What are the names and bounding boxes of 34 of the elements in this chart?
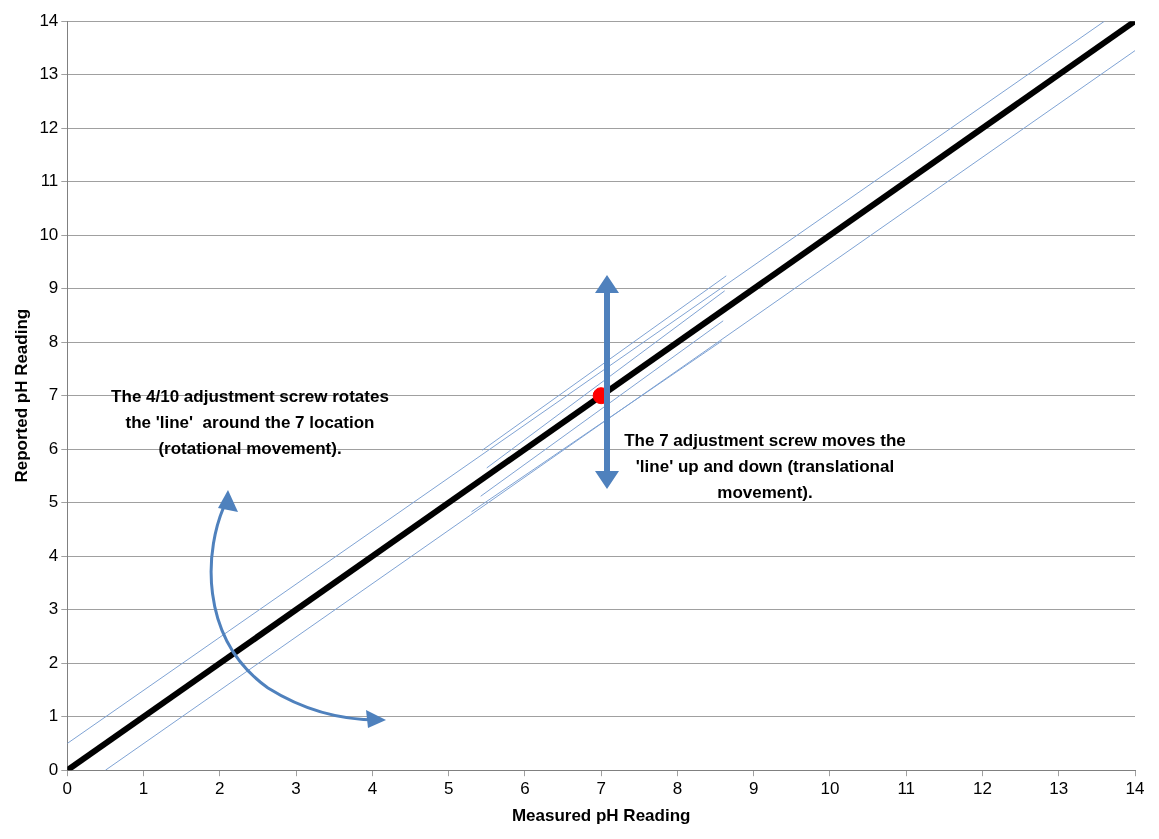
x-tick-label: 3: [291, 779, 301, 799]
x-tick-label: 2: [215, 779, 225, 799]
y-tick-label: 10: [39, 224, 59, 244]
annotation: The 4/10 adjustment screw rotates the 'line' around the 7 location (rotational movement).: [110, 386, 390, 460]
x-tick-label: 12: [973, 779, 992, 799]
x-tick-label: 10: [820, 779, 840, 799]
x-tick-label: 11: [897, 779, 916, 799]
y-tick-label: 4: [48, 545, 59, 565]
y-tick-label: 12: [39, 117, 59, 137]
y-tick-label: 9: [48, 278, 59, 298]
y-tick-label: 3: [48, 599, 59, 619]
x-tick-label: 6: [520, 779, 530, 799]
x-tick-label: 9: [748, 779, 759, 799]
y-tick-label: 13: [39, 64, 59, 84]
y-tick-label: 14: [39, 10, 59, 30]
y-tick-label: 8: [48, 331, 59, 351]
y-tick-label: 5: [48, 492, 59, 512]
y-axis-title: Reported pH Reading: [11, 308, 31, 483]
y-tick-label: 2: [48, 652, 59, 672]
y-tick-label: 1: [48, 706, 59, 726]
x-tick-label: 5: [443, 779, 454, 799]
y-tick-label: 6: [48, 438, 59, 458]
x-tick-label: 0: [62, 779, 73, 799]
y-tick-label: 11: [40, 171, 59, 191]
x-tick-label: 1: [138, 779, 149, 799]
x-tick-label: 7: [596, 779, 606, 799]
annotation: The 7 adjustment screw moves the 'line' up and down (translational movement).: [623, 430, 907, 504]
x-tick-label: 8: [672, 779, 683, 799]
y-tick-label: 7: [48, 385, 59, 405]
x-tick-label: 14: [1125, 779, 1145, 799]
y-tick-label: 0: [48, 759, 59, 779]
x-axis-title: Measured pH Reading: [511, 806, 691, 826]
x-tick-label: 13: [1049, 779, 1069, 799]
x-tick-label: 4: [367, 779, 378, 799]
